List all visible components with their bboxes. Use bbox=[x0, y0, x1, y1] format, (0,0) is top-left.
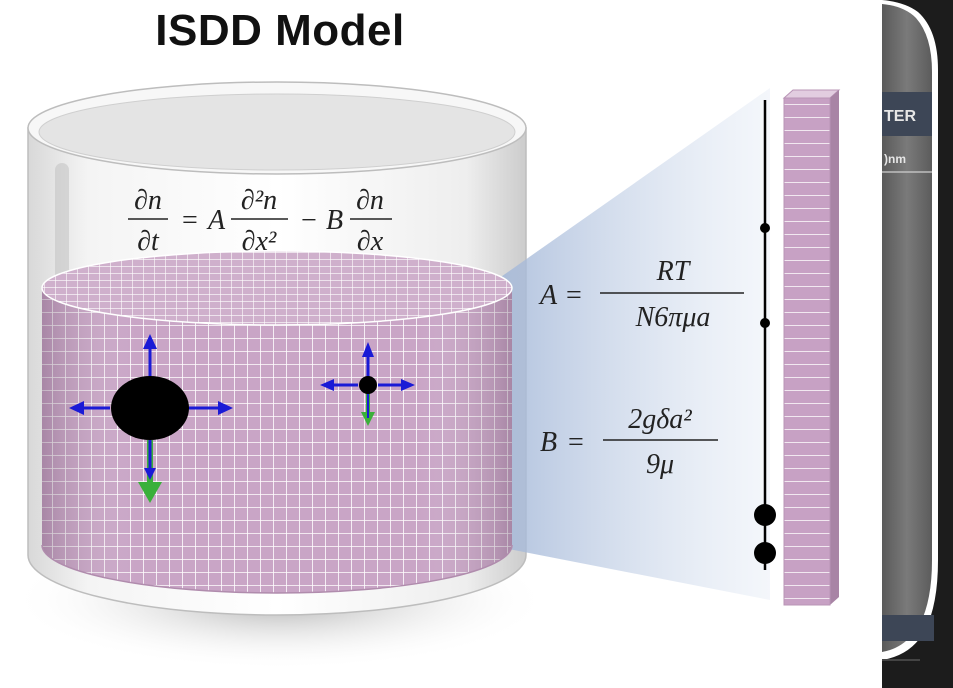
b-definition: B = 2gδa² 9μ bbox=[540, 404, 718, 480]
eq-equals: = bbox=[182, 205, 198, 236]
device-label-unit: )nm bbox=[884, 152, 906, 166]
a-def-denominator: N6πμa bbox=[635, 302, 711, 333]
instrument-device: TER )nm bbox=[882, 0, 953, 688]
right-arrow-icon bbox=[401, 379, 415, 391]
diffusion-sedimentation-equation: ∂n ∂t = A ∂²n ∂x² − B ∂n ∂x bbox=[128, 185, 392, 257]
large-particle-icon bbox=[111, 376, 189, 440]
eq-coef-b: B bbox=[326, 205, 343, 236]
up-arrow-icon bbox=[143, 334, 157, 349]
eq-lhs-denominator: ∂t bbox=[137, 226, 160, 257]
large-particle-group bbox=[69, 334, 233, 503]
down-arrow-icon bbox=[144, 468, 156, 480]
device-label-top: TER bbox=[884, 108, 916, 125]
projection-beam bbox=[488, 88, 770, 600]
small-particle-icon bbox=[760, 318, 770, 328]
large-particle-icon bbox=[754, 542, 776, 564]
small-particle-icon bbox=[359, 376, 377, 394]
b-def-lhs: B bbox=[540, 427, 557, 458]
particle-track bbox=[754, 100, 776, 570]
large-particle-icon bbox=[754, 504, 776, 526]
a-definition: A = RT N6πμa bbox=[538, 256, 744, 333]
device-header-bar bbox=[882, 92, 932, 136]
small-particle-icon bbox=[760, 223, 770, 233]
left-arrow-icon bbox=[69, 401, 84, 415]
suspension-cylinder bbox=[41, 250, 513, 594]
b-def-denominator: 9μ bbox=[646, 449, 674, 480]
settling-arrow-icon bbox=[361, 412, 375, 426]
eq-minus: − bbox=[301, 205, 317, 236]
a-def-numerator: RT bbox=[656, 256, 692, 287]
a-def-equals: = bbox=[566, 280, 582, 311]
eq-term2-numerator: ∂n bbox=[356, 185, 384, 216]
sample-column bbox=[782, 89, 841, 606]
right-arrow-icon bbox=[218, 401, 233, 415]
device-footer-bar bbox=[882, 615, 934, 641]
b-def-equals: = bbox=[568, 427, 584, 458]
eq-term1-denominator: ∂x² bbox=[242, 226, 277, 257]
left-arrow-icon bbox=[320, 379, 334, 391]
eq-term2-denominator: ∂x bbox=[357, 226, 384, 257]
b-def-numerator: 2gδa² bbox=[628, 404, 692, 435]
small-particle-group bbox=[320, 342, 415, 426]
eq-coef-a: A bbox=[206, 205, 226, 236]
up-arrow-icon bbox=[362, 342, 374, 357]
diagram-title: ISDD Model bbox=[155, 6, 405, 55]
eq-lhs-numerator: ∂n bbox=[134, 185, 162, 216]
eq-term1-numerator: ∂²n bbox=[241, 185, 277, 216]
settling-arrow-icon bbox=[138, 482, 162, 503]
a-def-lhs: A bbox=[538, 280, 558, 311]
